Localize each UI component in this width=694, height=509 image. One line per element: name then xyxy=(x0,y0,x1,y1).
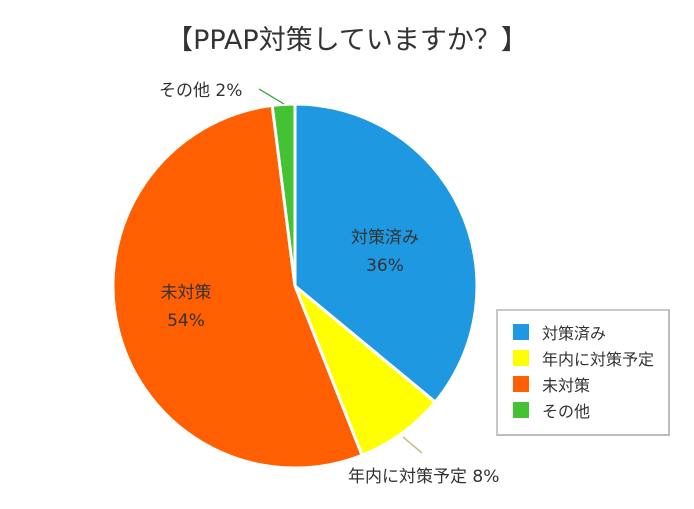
leader-line-planned xyxy=(402,436,423,454)
pie-slice-done xyxy=(293,102,479,404)
legend-item-done: 対策済み xyxy=(513,319,668,345)
slice-label-done-name: 対策済み xyxy=(351,228,419,248)
legend-label: 未対策 xyxy=(542,376,591,395)
legend-swatch-none xyxy=(513,376,529,392)
slice-label-none-pct: 54% xyxy=(167,311,205,331)
legend-label: 対策済み xyxy=(542,324,607,343)
legend-label: 年内に対策予定 xyxy=(542,350,655,369)
slice-label-planned: 年内に対策予定 8% xyxy=(348,467,499,487)
chart-legend: 対策済み 年内に対策予定 未対策 その他 xyxy=(496,309,670,436)
legend-item-none: 未対策 xyxy=(513,371,668,397)
legend-item-other: その他 xyxy=(513,397,668,423)
legend-item-planned: 年内に対策予定 xyxy=(513,345,668,371)
legend-swatch-done xyxy=(513,324,529,340)
legend-label: その他 xyxy=(542,402,591,421)
pie-slices xyxy=(111,102,479,470)
pie-slice-planned xyxy=(293,284,437,457)
chart-title: 【PPAP対策していますか？】 xyxy=(166,25,528,56)
legend-swatch-planned xyxy=(513,350,529,366)
legend-swatch-other xyxy=(513,402,529,418)
slice-label-none-name: 未対策 xyxy=(161,283,212,303)
slice-label-other: その他 2% xyxy=(159,81,242,101)
leader-line-other xyxy=(258,88,285,105)
pie-slice-none xyxy=(111,103,364,470)
slice-label-done-pct: 36% xyxy=(366,256,404,276)
